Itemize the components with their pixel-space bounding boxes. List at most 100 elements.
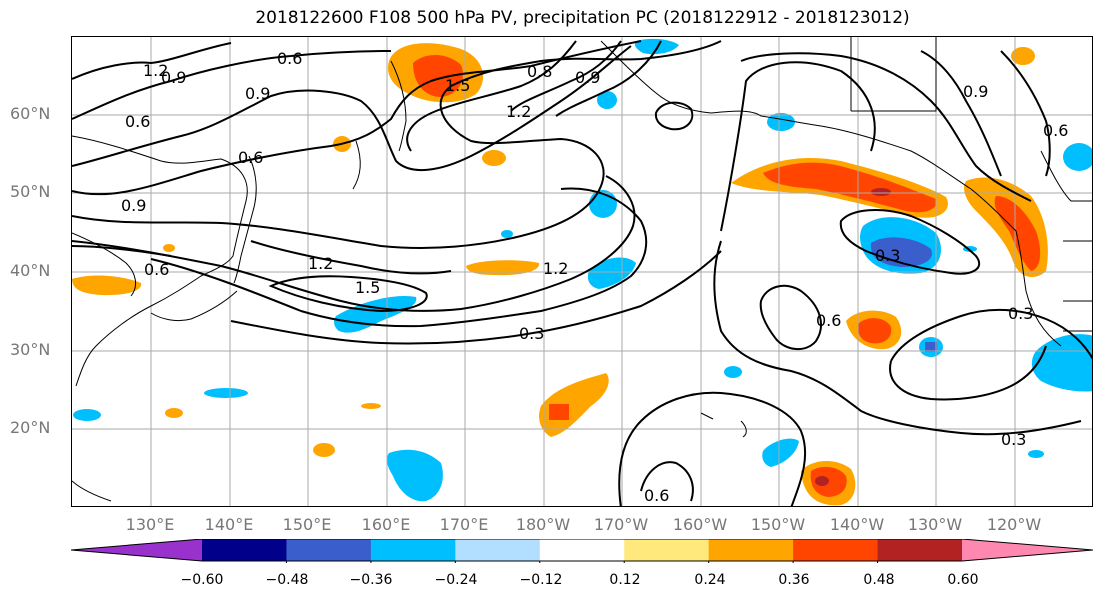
precip-patch: [858, 318, 892, 344]
precip-patch: [1028, 450, 1044, 458]
contour-label: 0.6: [277, 49, 302, 68]
pv-contour: [640, 461, 694, 502]
map-svg: 1.2 0.9 0.6 0.9 0.6 0.6 0.9 0.6 1.2 1.5 …: [72, 37, 1092, 506]
lon-label-130w: 130°W: [907, 515, 963, 534]
precip-patch: [482, 150, 506, 166]
pv-contour: [230, 250, 722, 345]
colorbar-tick: 0.48: [863, 572, 895, 588]
colorbar-tick: −0.24: [434, 572, 478, 588]
map-title: 2018122600 F108 500 hPa PV, precipitatio…: [255, 8, 910, 28]
pv-contour: [759, 284, 822, 350]
precip-patch: [539, 373, 609, 437]
contour-label: 1.2: [506, 102, 531, 121]
contour-label: 0.9: [245, 84, 270, 103]
precip-patch: [815, 476, 829, 486]
colorbar-extend-high: [962, 539, 1093, 561]
lat-label-40n: 40°N: [10, 261, 51, 280]
colorbar-tick: 0.60: [947, 572, 979, 588]
colorbar-tick: −0.36: [349, 572, 393, 588]
colorbar-extend-low: [71, 539, 202, 561]
pv-contour: [72, 175, 636, 312]
precip-patch: [994, 196, 1041, 271]
lon-label-150e: 150°E: [282, 515, 332, 534]
pv-contour: [920, 50, 1002, 177]
lon-label-120w: 120°W: [986, 515, 1042, 534]
contour-label: 0.8: [527, 62, 552, 81]
contour-label: 0.6: [144, 260, 169, 279]
precip-patch: [762, 438, 799, 467]
colorbar-outline: [71, 539, 1093, 562]
pv-contour: [72, 40, 722, 249]
contour-label: 1.2: [308, 254, 333, 273]
lat-label-30n: 30°N: [10, 340, 51, 359]
pv-contour: [72, 50, 392, 120]
contour-label: 0.6: [816, 311, 841, 330]
pv-contour: [713, 240, 1082, 436]
precip-patch: [386, 449, 443, 502]
lat-label-20n: 20°N: [10, 418, 51, 437]
contour-label: 1.5: [355, 278, 380, 297]
precip-patch: [1011, 47, 1035, 65]
pv-contour: [890, 308, 1092, 362]
lon-label-170e: 170°E: [439, 515, 489, 534]
colorbar-segment: [793, 539, 879, 561]
lon-label-140e: 140°E: [204, 515, 254, 534]
pv-contour: [72, 42, 232, 80]
precip-patch: [1031, 334, 1092, 392]
colorbar-tick: 0.36: [778, 572, 810, 588]
precip-patch: [549, 404, 569, 420]
precip-positive-patches: [72, 43, 1048, 506]
precip-patch: [313, 443, 335, 457]
map-panel: 1.2 0.9 0.6 0.9 0.6 0.6 0.9 0.6 1.2 1.5 …: [71, 36, 1093, 507]
contour-label: 0.9: [121, 196, 146, 215]
pv-contour: [555, 40, 662, 117]
precip-patch: [204, 388, 248, 398]
precip-patch: [466, 260, 540, 276]
colorbar-segment: [370, 539, 456, 561]
contour-label: 1.2: [143, 61, 168, 80]
lon-label-160e: 160°E: [361, 515, 411, 534]
lat-label-60n: 60°N: [10, 104, 51, 123]
precip-patch: [73, 409, 101, 421]
contour-label: 0.9: [575, 68, 600, 87]
contour-label: 0.3: [875, 246, 900, 265]
colorbar-segment: [455, 539, 541, 561]
precip-patch: [587, 257, 636, 289]
lon-label-150w: 150°W: [750, 515, 806, 534]
contour-label: 1.5: [445, 76, 470, 95]
colorbar-tick: 0.24: [694, 572, 726, 588]
coastlines: [72, 37, 1092, 502]
precip-patch: [72, 275, 142, 296]
precip-negative-patches: [73, 38, 1092, 502]
pv-contour: [720, 61, 876, 232]
colorbar-segment: [708, 539, 794, 561]
lat-label-50n: 50°N: [10, 182, 51, 201]
precip-patch: [767, 113, 795, 131]
contour-labels: 1.2 0.9 0.6 0.9 0.6 0.6 0.9 0.6 1.2 1.5 …: [121, 49, 1068, 505]
contour-label: 0.6: [1043, 121, 1068, 140]
contour-label: 0.3: [519, 324, 544, 343]
pv-contour: [268, 275, 428, 313]
pv-contour: [406, 40, 577, 152]
colorbar-segment: [286, 539, 372, 561]
pv-contour: [654, 101, 694, 131]
colorbar: [71, 539, 1093, 563]
contour-label: 0.3: [1001, 430, 1026, 449]
colorbar-segment: [624, 539, 710, 561]
lon-label-130e: 130°E: [125, 515, 175, 534]
contour-label: 0.6: [238, 148, 263, 167]
pv-contours: [72, 40, 1092, 506]
colorbar-tick: −0.60: [180, 572, 224, 588]
colorbar-tick: −0.48: [265, 572, 309, 588]
lon-label-170w: 170°W: [593, 515, 649, 534]
pv-contour: [72, 245, 172, 257]
pv-contour: [72, 45, 632, 172]
precip-patch: [165, 408, 183, 418]
precip-patch: [925, 342, 937, 352]
pv-contour: [250, 240, 452, 275]
precip-patch: [501, 230, 513, 238]
pv-contour: [618, 391, 807, 506]
pv-contour: [839, 209, 981, 275]
colorbar-segment: [202, 539, 287, 561]
contour-label: 0.3: [1008, 304, 1033, 323]
